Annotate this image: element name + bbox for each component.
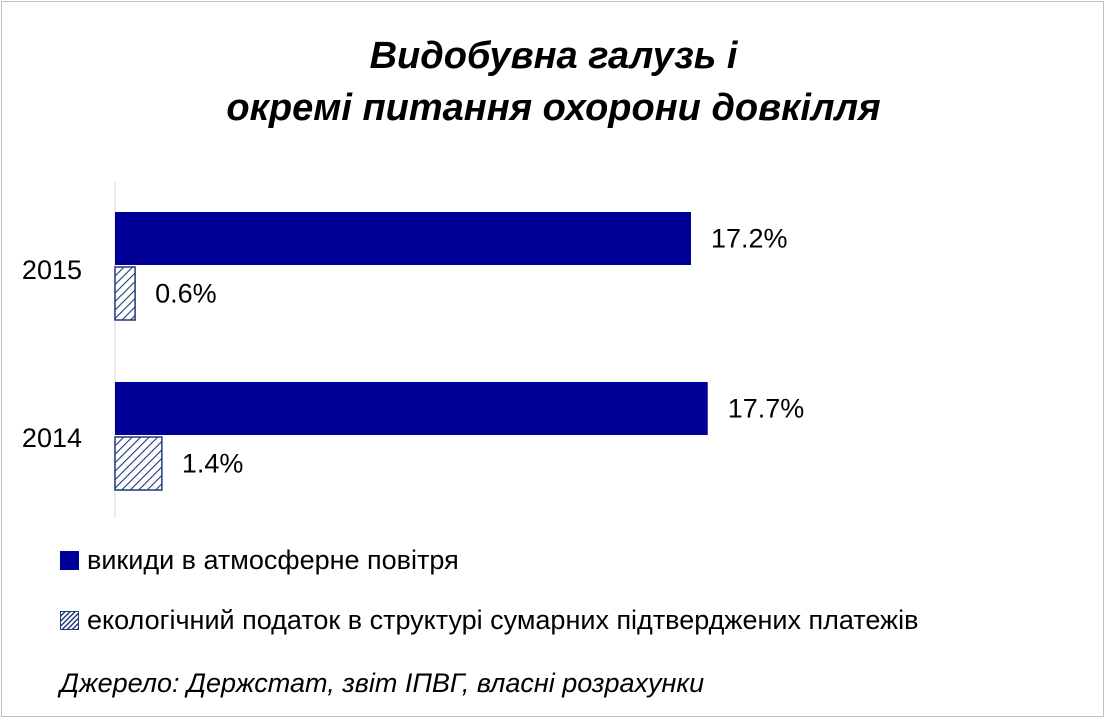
- data-label-2014-series-1: 1.4%: [182, 449, 244, 479]
- data-label-2015-series-0: 17.2%: [711, 224, 788, 254]
- legend-item-eco-tax: екологічний податок в структурі сумарних…: [60, 605, 918, 636]
- data-label-2014-series-0: 17.7%: [728, 394, 805, 424]
- chart-title-line-2: окремі питання охорони довкілля: [226, 87, 881, 129]
- data-label-2015-series-1: 0.6%: [155, 279, 217, 309]
- bar-2014-series-1: [114, 436, 163, 491]
- bar-2014-series-0: [115, 382, 708, 435]
- bar-2015-series-1: [114, 266, 136, 321]
- source-note: Джерело: Держстат, звіт ІПВГ, власні роз…: [60, 668, 705, 698]
- category-label-2015: 2015: [22, 255, 82, 285]
- chart-title-line-1: Видобувна галузь і: [369, 35, 738, 77]
- bar-2015-series-0: [115, 212, 691, 265]
- legend-swatch-solid: [60, 551, 79, 570]
- chart-title: Видобувна галузь і окремі питання охорон…: [0, 30, 1107, 134]
- legend-label-eco-tax: екологічний податок в структурі сумарних…: [87, 605, 919, 635]
- legend-item-emissions: викиди в атмосферне повітря: [60, 545, 459, 576]
- category-label-2014: 2014: [22, 423, 82, 453]
- legend-label-emissions: викиди в атмосферне повітря: [87, 545, 459, 575]
- legend-swatch-hatched: [60, 611, 79, 630]
